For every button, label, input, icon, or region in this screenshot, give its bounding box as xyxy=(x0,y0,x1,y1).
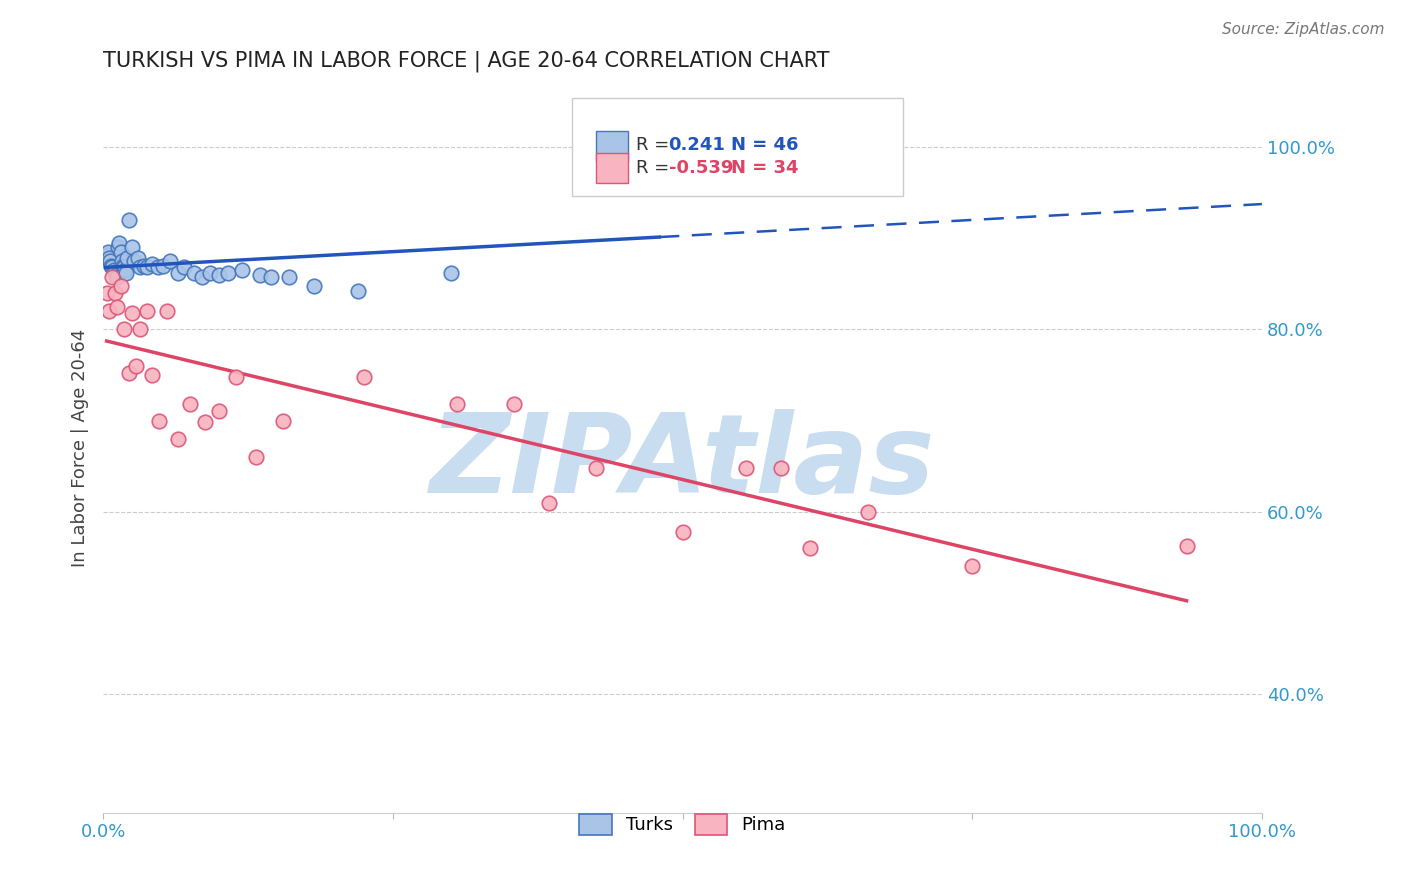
Point xyxy=(98,254,121,268)
Point xyxy=(585,461,607,475)
Point xyxy=(129,322,152,336)
Point xyxy=(104,268,127,282)
Point xyxy=(121,306,143,320)
Text: -0.539: -0.539 xyxy=(669,159,733,177)
Point xyxy=(167,266,190,280)
Point xyxy=(440,266,463,280)
Point xyxy=(115,266,138,280)
Point xyxy=(104,285,127,300)
Point xyxy=(245,450,267,464)
Point xyxy=(198,266,221,280)
Point xyxy=(249,268,271,282)
Legend: Turks, Pima: Turks, Pima xyxy=(569,805,794,844)
Point xyxy=(141,368,163,382)
Point xyxy=(121,240,143,254)
Y-axis label: In Labor Force | Age 20-64: In Labor Force | Age 20-64 xyxy=(72,329,89,567)
Text: N = 34: N = 34 xyxy=(731,159,799,177)
Point xyxy=(141,257,163,271)
Point xyxy=(146,260,169,275)
Point xyxy=(208,268,231,282)
Text: Source: ZipAtlas.com: Source: ZipAtlas.com xyxy=(1222,22,1385,37)
Point xyxy=(104,265,127,279)
Point xyxy=(117,213,139,227)
Point xyxy=(101,269,124,284)
Point xyxy=(108,235,131,250)
Text: N = 46: N = 46 xyxy=(731,136,799,154)
Point xyxy=(538,496,561,510)
Point xyxy=(97,252,120,266)
Point xyxy=(117,252,139,266)
Point xyxy=(446,397,468,411)
Point xyxy=(260,269,283,284)
Point xyxy=(277,269,299,284)
Point xyxy=(217,266,239,280)
Point xyxy=(124,359,146,373)
Point xyxy=(208,404,231,418)
Point xyxy=(94,250,117,264)
Point xyxy=(302,278,325,293)
Point xyxy=(112,322,135,336)
FancyBboxPatch shape xyxy=(572,98,903,196)
Point xyxy=(183,266,205,280)
Point xyxy=(1175,540,1198,554)
Point xyxy=(353,369,375,384)
Point xyxy=(347,284,370,298)
Text: R =: R = xyxy=(636,136,675,154)
Point xyxy=(97,304,120,318)
Point xyxy=(97,244,120,259)
Point xyxy=(101,260,124,275)
Point xyxy=(156,304,179,318)
Point xyxy=(112,260,135,275)
Text: ZIPAtlas: ZIPAtlas xyxy=(430,409,935,516)
Point xyxy=(960,559,983,574)
Point xyxy=(167,432,190,446)
Point xyxy=(231,263,253,277)
Point xyxy=(648,158,671,172)
Point xyxy=(124,254,146,268)
Point xyxy=(503,397,526,411)
Point xyxy=(190,269,212,284)
Point xyxy=(117,366,139,380)
Text: TURKISH VS PIMA IN LABOR FORCE | AGE 20-64 CORRELATION CHART: TURKISH VS PIMA IN LABOR FORCE | AGE 20-… xyxy=(103,51,830,72)
Point xyxy=(136,260,159,275)
Point xyxy=(671,524,693,539)
Point xyxy=(271,414,294,428)
Point xyxy=(769,461,792,475)
Text: R =: R = xyxy=(636,159,675,177)
Point xyxy=(100,259,122,273)
Point xyxy=(179,397,201,411)
FancyBboxPatch shape xyxy=(596,131,628,161)
Point xyxy=(107,240,129,254)
Point xyxy=(132,259,155,273)
Point xyxy=(136,304,159,318)
Point xyxy=(111,254,134,268)
Point xyxy=(194,416,217,430)
Point xyxy=(110,278,132,293)
Point xyxy=(114,263,136,277)
Point xyxy=(799,541,821,556)
Point xyxy=(110,244,132,259)
Point xyxy=(159,254,181,268)
Point xyxy=(103,263,125,277)
FancyBboxPatch shape xyxy=(596,153,628,183)
Point xyxy=(96,248,118,262)
Point xyxy=(856,505,879,519)
Point xyxy=(225,369,247,384)
Point xyxy=(127,252,149,266)
Text: 0.241: 0.241 xyxy=(669,136,725,154)
Point xyxy=(111,259,134,273)
Point xyxy=(105,269,128,284)
Point xyxy=(148,414,170,428)
Point xyxy=(735,461,758,475)
Point xyxy=(96,285,118,300)
Point xyxy=(152,259,174,273)
Point xyxy=(173,260,195,275)
Point xyxy=(105,300,128,314)
Point xyxy=(129,260,152,275)
